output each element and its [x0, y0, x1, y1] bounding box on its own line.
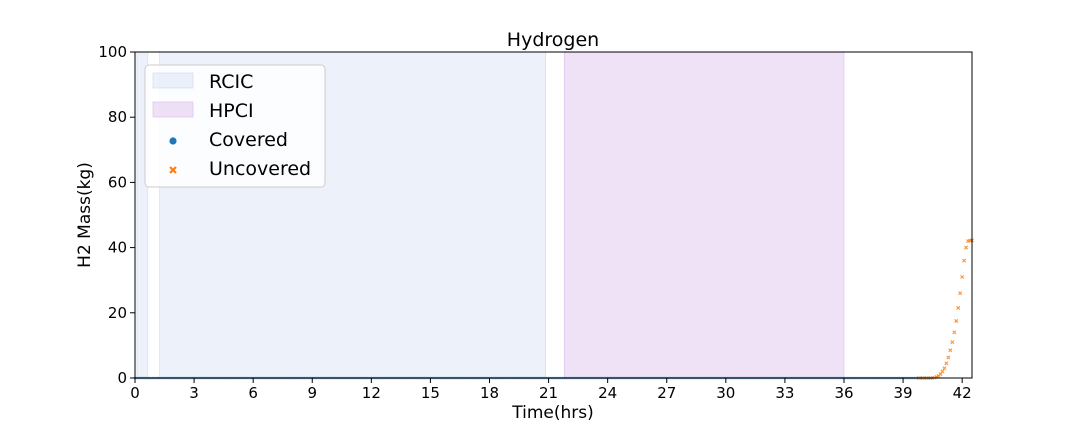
uncovered-point	[952, 330, 957, 335]
legend-box	[144, 64, 326, 188]
uncovered-point	[948, 348, 953, 353]
y-tick-label: 0	[117, 369, 127, 387]
spans-layer	[136, 51, 845, 379]
plot-frame	[134, 51, 973, 379]
x-tick-label: 15	[421, 384, 440, 402]
uncovered-point	[960, 274, 965, 279]
uncovered-point	[950, 340, 955, 345]
y-tick-label: 20	[108, 304, 127, 322]
x-tick-label: 12	[362, 384, 381, 402]
y-tick-label: 60	[108, 173, 127, 191]
x-axis-label: Time(hrs)	[511, 403, 594, 423]
x-tick-label: 6	[248, 384, 258, 402]
x-tick-label: 39	[894, 384, 913, 402]
x-tick-label: 3	[189, 384, 199, 402]
legend-label-hpci: HPCI	[209, 100, 254, 122]
x-tick-label: 18	[480, 384, 499, 402]
x-axis: 0 3 6 9 12 15 18 21 24 27 30 33 36 39 42	[130, 378, 972, 402]
uncovered-point	[958, 291, 963, 296]
x-tick-label: 21	[539, 384, 558, 402]
legend-label-rcic: RCIC	[209, 71, 253, 93]
uncovered-point	[964, 245, 969, 250]
legend-swatch-hpci	[152, 101, 194, 118]
x-tick-label: 30	[716, 384, 735, 402]
legend-label-uncovered: Uncovered	[209, 158, 311, 180]
uncovered-point	[946, 355, 951, 360]
x-tick-label: 27	[657, 384, 676, 402]
legend-label-covered: Covered	[209, 129, 288, 151]
uncovered-point	[956, 305, 961, 310]
legend-marker-covered	[169, 137, 177, 145]
x-tick-label: 9	[307, 384, 317, 402]
y-axis-label: H2 Mass(kg)	[75, 162, 95, 268]
uncovered-point	[944, 361, 949, 366]
x-tick-label: 24	[598, 384, 617, 402]
chart-title: Hydrogen	[507, 29, 599, 51]
x-tick-label: 36	[834, 384, 853, 402]
y-tick-label: 40	[108, 239, 127, 257]
uncovered-point	[962, 258, 967, 263]
x-tick-label: 0	[130, 384, 140, 402]
uncovered-point	[942, 366, 947, 371]
y-tick-label: 100	[98, 43, 127, 61]
uncovered-point	[940, 369, 945, 374]
x-tick-label: 33	[775, 384, 794, 402]
legend: RCIC HPCI Covered Uncovered	[144, 64, 326, 188]
legend-swatch-rcic	[152, 72, 194, 89]
span-hpci	[563, 51, 845, 379]
x-tick-label: 42	[953, 384, 972, 402]
y-tick-label: 80	[108, 108, 127, 126]
legend-marker-uncovered	[169, 166, 177, 174]
uncovered-point	[954, 318, 959, 323]
y-axis: 0 20 40 60 80 100	[98, 43, 135, 387]
